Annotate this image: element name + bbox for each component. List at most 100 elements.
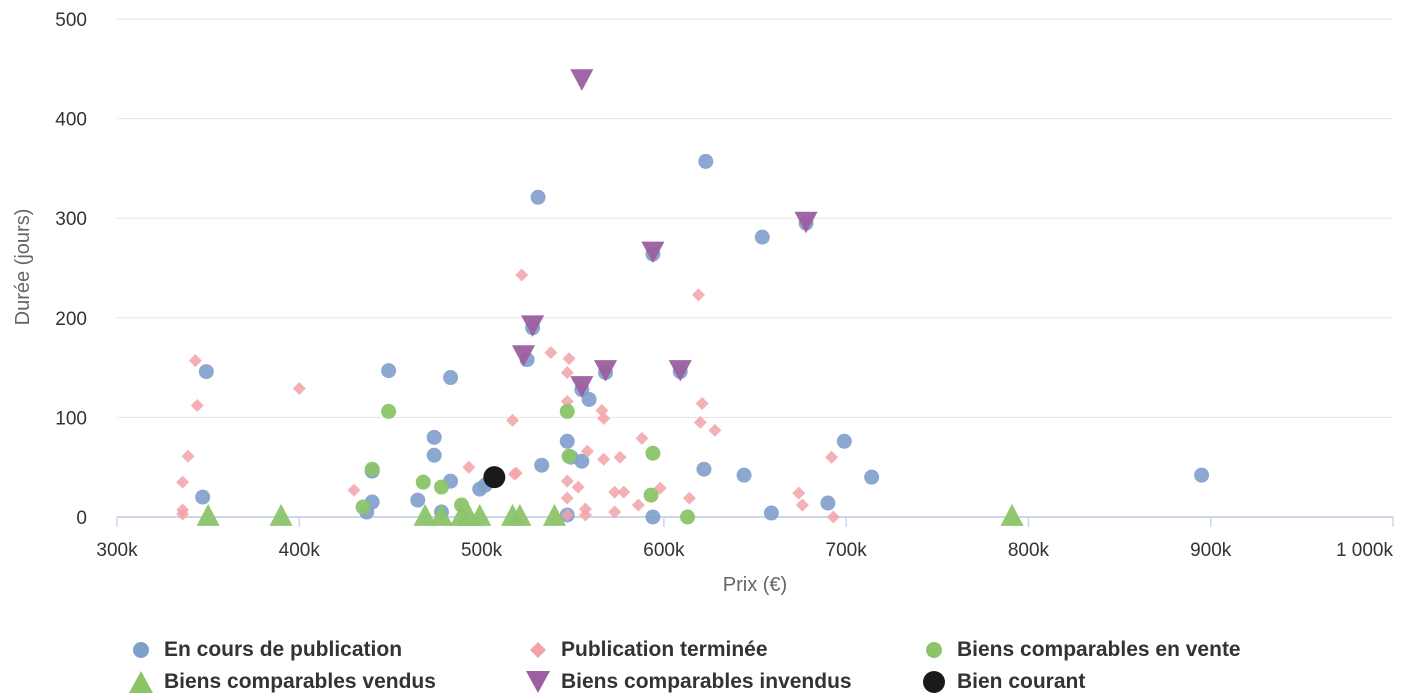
en-cours-point[interactable] <box>836 433 852 449</box>
invendu-point[interactable] <box>570 69 594 91</box>
terminee-point[interactable] <box>544 346 558 360</box>
terminee-point[interactable] <box>613 450 627 464</box>
terminee-point[interactable] <box>597 411 611 425</box>
en-vente-point[interactable] <box>559 403 575 419</box>
bien-courant-point[interactable] <box>483 466 506 489</box>
y-axis: 0 100 200 300 400 500 <box>55 10 87 529</box>
en-cours-point[interactable] <box>645 509 661 525</box>
y-tick-label: 100 <box>55 408 87 429</box>
vendu-point[interactable] <box>196 503 220 526</box>
terminee-point[interactable] <box>509 466 523 480</box>
en-vente-point[interactable] <box>680 509 696 525</box>
legend-item-en-vente[interactable]: Biens comparables en vente <box>921 635 1241 665</box>
terminee-point[interactable] <box>608 505 622 519</box>
invendu-point[interactable] <box>668 360 692 382</box>
en-cours-point[interactable] <box>195 489 211 505</box>
legend-item-courant[interactable]: Bien courant <box>921 667 1085 697</box>
en-cours-point[interactable] <box>381 363 397 379</box>
legend-item-invendus[interactable]: Biens comparables invendus <box>525 667 852 697</box>
terminee-point[interactable] <box>635 431 649 445</box>
terminee-point[interactable] <box>190 398 204 412</box>
en-vente-point[interactable] <box>433 479 449 495</box>
terminee-point[interactable] <box>176 503 190 517</box>
terminee-point[interactable] <box>631 498 645 512</box>
invendu-point[interactable] <box>641 241 665 264</box>
terminee-point[interactable] <box>560 474 574 488</box>
terminee-point[interactable] <box>792 486 806 500</box>
en-vente-point[interactable] <box>355 499 371 515</box>
en-cours-point[interactable] <box>736 467 752 483</box>
terminee-point[interactable] <box>462 460 476 474</box>
scatter-chart: 300k 400k 500k 600k 700k 800k 900k 1 000k 0 100 2… <box>12 10 1394 596</box>
en-cours-point[interactable] <box>198 364 214 380</box>
invendu-point[interactable] <box>593 360 618 382</box>
en-cours-point[interactable] <box>696 461 712 477</box>
vendu-point[interactable] <box>542 503 567 526</box>
legend-item-vendus[interactable]: Biens comparables vendus <box>128 667 436 697</box>
terminee-point[interactable] <box>617 485 631 499</box>
terminee-point[interactable] <box>515 268 529 282</box>
terminee-point[interactable] <box>693 415 707 429</box>
legend-item-terminee[interactable]: Publication terminée <box>525 635 768 665</box>
invendu-point[interactable] <box>521 315 545 337</box>
terminee-point[interactable] <box>560 491 574 505</box>
en-cours-point[interactable] <box>698 153 714 169</box>
terminee-point[interactable] <box>608 485 622 499</box>
en-cours-point[interactable] <box>1194 467 1210 483</box>
y-tick-label: 400 <box>55 110 87 131</box>
en-cours-point[interactable] <box>426 429 442 445</box>
x-tick-label: 400k <box>279 540 321 561</box>
terminee-point[interactable] <box>506 413 520 427</box>
terminee-point[interactable] <box>176 475 190 489</box>
terminee-point[interactable] <box>188 354 202 368</box>
vendu-point[interactable] <box>413 503 437 526</box>
en-cours-point[interactable] <box>534 457 550 473</box>
terminee-point[interactable] <box>825 450 839 464</box>
en-vente-point[interactable] <box>415 474 431 490</box>
terminee-point[interactable] <box>347 483 361 497</box>
terminee-point[interactable] <box>708 423 722 437</box>
terminee-point[interactable] <box>580 444 594 458</box>
en-cours-point[interactable] <box>864 469 880 485</box>
en-vente-point[interactable] <box>381 403 397 419</box>
terminee-point[interactable] <box>826 510 840 524</box>
legend-item-en-cours[interactable]: En cours de publication <box>128 635 402 665</box>
vendu-point[interactable] <box>429 503 454 526</box>
terminee-point[interactable] <box>578 508 592 522</box>
terminee-point[interactable] <box>597 452 611 466</box>
terminee-point[interactable] <box>682 491 696 505</box>
terminee-point[interactable] <box>560 508 574 522</box>
en-cours-point[interactable] <box>530 189 546 205</box>
en-cours-point[interactable] <box>410 492 426 508</box>
circle-icon <box>921 669 947 695</box>
vendu-point[interactable] <box>508 503 532 526</box>
terminee-point[interactable] <box>795 498 809 512</box>
en-vente-point[interactable] <box>561 448 577 464</box>
invendu-point[interactable] <box>570 376 594 398</box>
terminee-point[interactable] <box>691 288 705 302</box>
en-vente-point[interactable] <box>645 445 661 461</box>
terminee-point[interactable] <box>562 352 576 366</box>
en-cours-point[interactable] <box>574 453 590 469</box>
en-cours-point[interactable] <box>443 370 459 386</box>
en-cours-point[interactable] <box>426 447 442 463</box>
en-vente-point[interactable] <box>643 487 659 503</box>
vendu-point[interactable] <box>468 503 492 526</box>
vendu-point[interactable] <box>1000 503 1024 526</box>
en-cours-point[interactable] <box>754 229 770 245</box>
invendu-point[interactable] <box>511 345 536 367</box>
invendu-point[interactable] <box>794 211 818 234</box>
terminee-point[interactable] <box>292 382 306 396</box>
terminee-point[interactable] <box>181 449 195 463</box>
terminee-point[interactable] <box>571 480 585 494</box>
en-cours-point[interactable] <box>763 505 779 521</box>
x-axis-title: Prix (€) <box>723 574 787 596</box>
vendu-point[interactable] <box>269 503 293 526</box>
terminee-point[interactable] <box>560 366 574 380</box>
circle-icon <box>921 637 947 663</box>
en-vente-point[interactable] <box>364 461 380 477</box>
en-cours-point[interactable] <box>581 391 597 407</box>
en-cours-point[interactable] <box>820 495 836 511</box>
terminee-point[interactable] <box>695 396 709 410</box>
en-cours-point[interactable] <box>559 433 575 449</box>
